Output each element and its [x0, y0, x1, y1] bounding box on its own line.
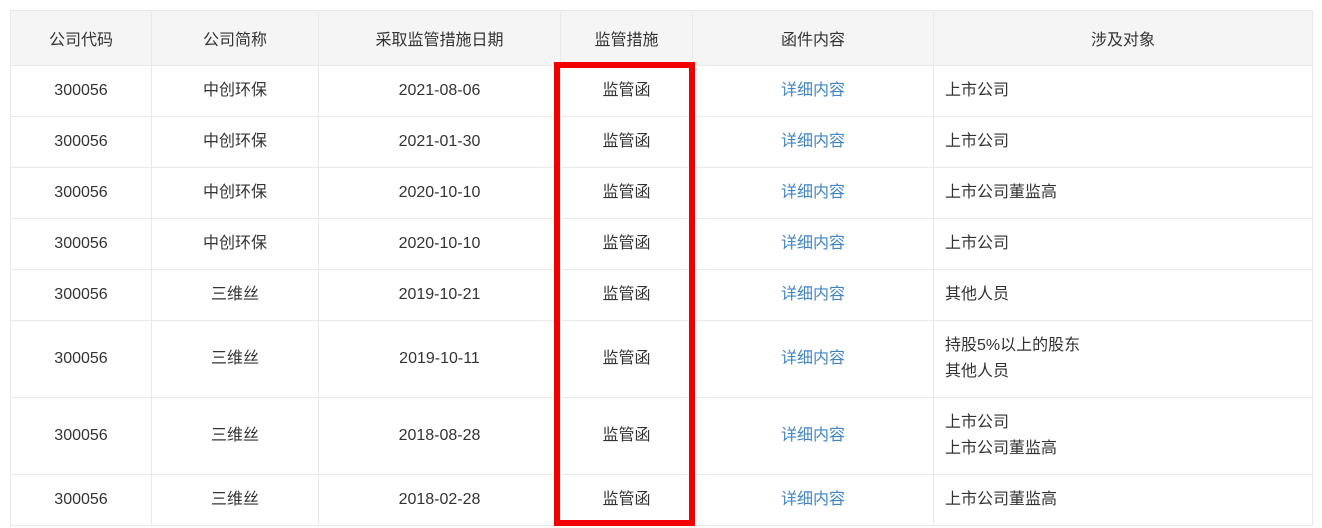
involved-target-cell: 上市公司上市公司董监高 [933, 397, 1313, 475]
involved-target-line: 上市公司 [945, 414, 1010, 431]
involved-target-line: 上市公司 [945, 235, 1010, 252]
company-name-cell: 三维丝 [151, 269, 319, 321]
company-name-cell: 三维丝 [151, 397, 319, 475]
company-code-cell: 300056 [10, 474, 152, 526]
table-row: 300056 三维丝 2019-10-21 监管函 详细内容 其他人员 [10, 269, 1313, 321]
letter-content-cell: 详细内容 [692, 167, 934, 219]
company-name-cell: 中创环保 [151, 65, 319, 117]
detail-content-link[interactable]: 详细内容 [780, 235, 845, 252]
measure-type-cell: 监管函 [560, 65, 693, 117]
measure-type-cell: 监管函 [560, 269, 693, 321]
involved-target-cell: 其他人员 [933, 269, 1313, 321]
involved-target-cell: 持股5%以上的股东 其他人员 [933, 320, 1313, 398]
column-header-involved-target: 涉及对象 [933, 10, 1313, 66]
regulatory-measures-table: 公司代码 公司简称 采取监管措施日期 监管措施 函件内容 涉及对象 300056… [10, 10, 1313, 526]
measure-date-cell: 2020-10-10 [318, 167, 561, 219]
involved-target-cell: 上市公司 [933, 116, 1313, 168]
table-row: 300056 三维丝 2019-10-11 监管函 详细内容 持股5%以上的股东 其他人员 [10, 320, 1313, 398]
involved-target-line: 上市公司董监高 [945, 491, 1058, 508]
measure-date-cell: 2021-01-30 [318, 116, 561, 168]
measure-date-cell: 2018-08-28 [318, 397, 561, 475]
detail-content-link[interactable]: 详细内容 [780, 133, 845, 150]
involved-target-cell: 上市公司 [933, 218, 1313, 270]
table-row: 300056 中创环保 2020-10-10 监管函 详细内容 上市公司 [10, 218, 1313, 270]
involved-target-line: 上市公司 [945, 82, 1010, 99]
header-row: 公司代码 公司简称 采取监管措施日期 监管措施 函件内容 涉及对象 [10, 10, 1313, 66]
column-header-measure-type: 监管措施 [560, 10, 693, 66]
company-code-cell: 300056 [10, 397, 152, 475]
table-row: 300056 中创环保 2021-01-30 监管函 详细内容 上市公司 [10, 116, 1313, 168]
involved-target-line: 持股5%以上的股东 [945, 337, 1081, 354]
measure-type-cell: 监管函 [560, 397, 693, 475]
measure-date-cell: 2020-10-10 [318, 218, 561, 270]
company-code-cell: 300056 [10, 269, 152, 321]
involved-target-cell: 上市公司董监高 [933, 474, 1313, 526]
letter-content-cell: 详细内容 [692, 320, 934, 398]
company-code-cell: 300056 [10, 65, 152, 117]
table-row: 300056 中创环保 2020-10-10 监管函 详细内容 上市公司董监高 [10, 167, 1313, 219]
involved-target-cell: 上市公司 [933, 65, 1313, 117]
table-row: 300056 中创环保 2021-08-06 监管函 详细内容 上市公司 [10, 65, 1313, 117]
involved-target-cell: 上市公司董监高 [933, 167, 1313, 219]
table-header: 公司代码 公司简称 采取监管措施日期 监管措施 函件内容 涉及对象 [10, 10, 1313, 66]
measure-date-cell: 2019-10-21 [318, 269, 561, 321]
measure-type-cell: 监管函 [560, 320, 693, 398]
detail-content-link[interactable]: 详细内容 [780, 350, 845, 367]
company-name-cell: 中创环保 [151, 167, 319, 219]
involved-target-line: 上市公司董监高 [945, 440, 1058, 457]
company-name-cell: 中创环保 [151, 116, 319, 168]
involved-target-line: 上市公司 [945, 133, 1010, 150]
detail-content-link[interactable]: 详细内容 [780, 286, 845, 303]
detail-content-link[interactable]: 详细内容 [780, 82, 845, 99]
column-header-measure-date: 采取监管措施日期 [318, 10, 561, 66]
measure-type-cell: 监管函 [560, 474, 693, 526]
detail-content-link[interactable]: 详细内容 [780, 184, 845, 201]
company-code-cell: 300056 [10, 218, 152, 270]
measure-type-cell: 监管函 [560, 167, 693, 219]
company-name-cell: 三维丝 [151, 320, 319, 398]
measure-type-cell: 监管函 [560, 116, 693, 168]
regulatory-measures-table-wrap: 公司代码 公司简称 采取监管措施日期 监管措施 函件内容 涉及对象 300056… [10, 10, 1313, 526]
measure-date-cell: 2018-02-28 [318, 474, 561, 526]
letter-content-cell: 详细内容 [692, 218, 934, 270]
letter-content-cell: 详细内容 [692, 65, 934, 117]
involved-target-line: 其他人员 [945, 286, 1010, 303]
column-header-company-name: 公司简称 [151, 10, 319, 66]
letter-content-cell: 详细内容 [692, 269, 934, 321]
column-header-letter-content: 函件内容 [692, 10, 934, 66]
involved-target-line: 其他人员 [945, 363, 1010, 380]
company-code-cell: 300056 [10, 320, 152, 398]
letter-content-cell: 详细内容 [692, 116, 934, 168]
company-name-cell: 中创环保 [151, 218, 319, 270]
measure-date-cell: 2021-08-06 [318, 65, 561, 117]
involved-target-line: 上市公司董监高 [945, 184, 1058, 201]
detail-content-link[interactable]: 详细内容 [780, 491, 845, 508]
table-row: 300056 三维丝 2018-08-28 监管函 详细内容 上市公司上市公司董监高 [10, 397, 1313, 475]
company-code-cell: 300056 [10, 116, 152, 168]
table-body: 300056 中创环保 2021-08-06 监管函 详细内容 上市公司 300056 中创环… [10, 65, 1313, 526]
company-code-cell: 300056 [10, 167, 152, 219]
table-row: 300056 三维丝 2018-02-28 监管函 详细内容 上市公司董监高 [10, 474, 1313, 526]
measure-date-cell: 2019-10-11 [318, 320, 561, 398]
column-header-company-code: 公司代码 [10, 10, 152, 66]
letter-content-cell: 详细内容 [692, 397, 934, 475]
measure-type-cell: 监管函 [560, 218, 693, 270]
letter-content-cell: 详细内容 [692, 474, 934, 526]
detail-content-link[interactable]: 详细内容 [780, 427, 845, 444]
company-name-cell: 三维丝 [151, 474, 319, 526]
